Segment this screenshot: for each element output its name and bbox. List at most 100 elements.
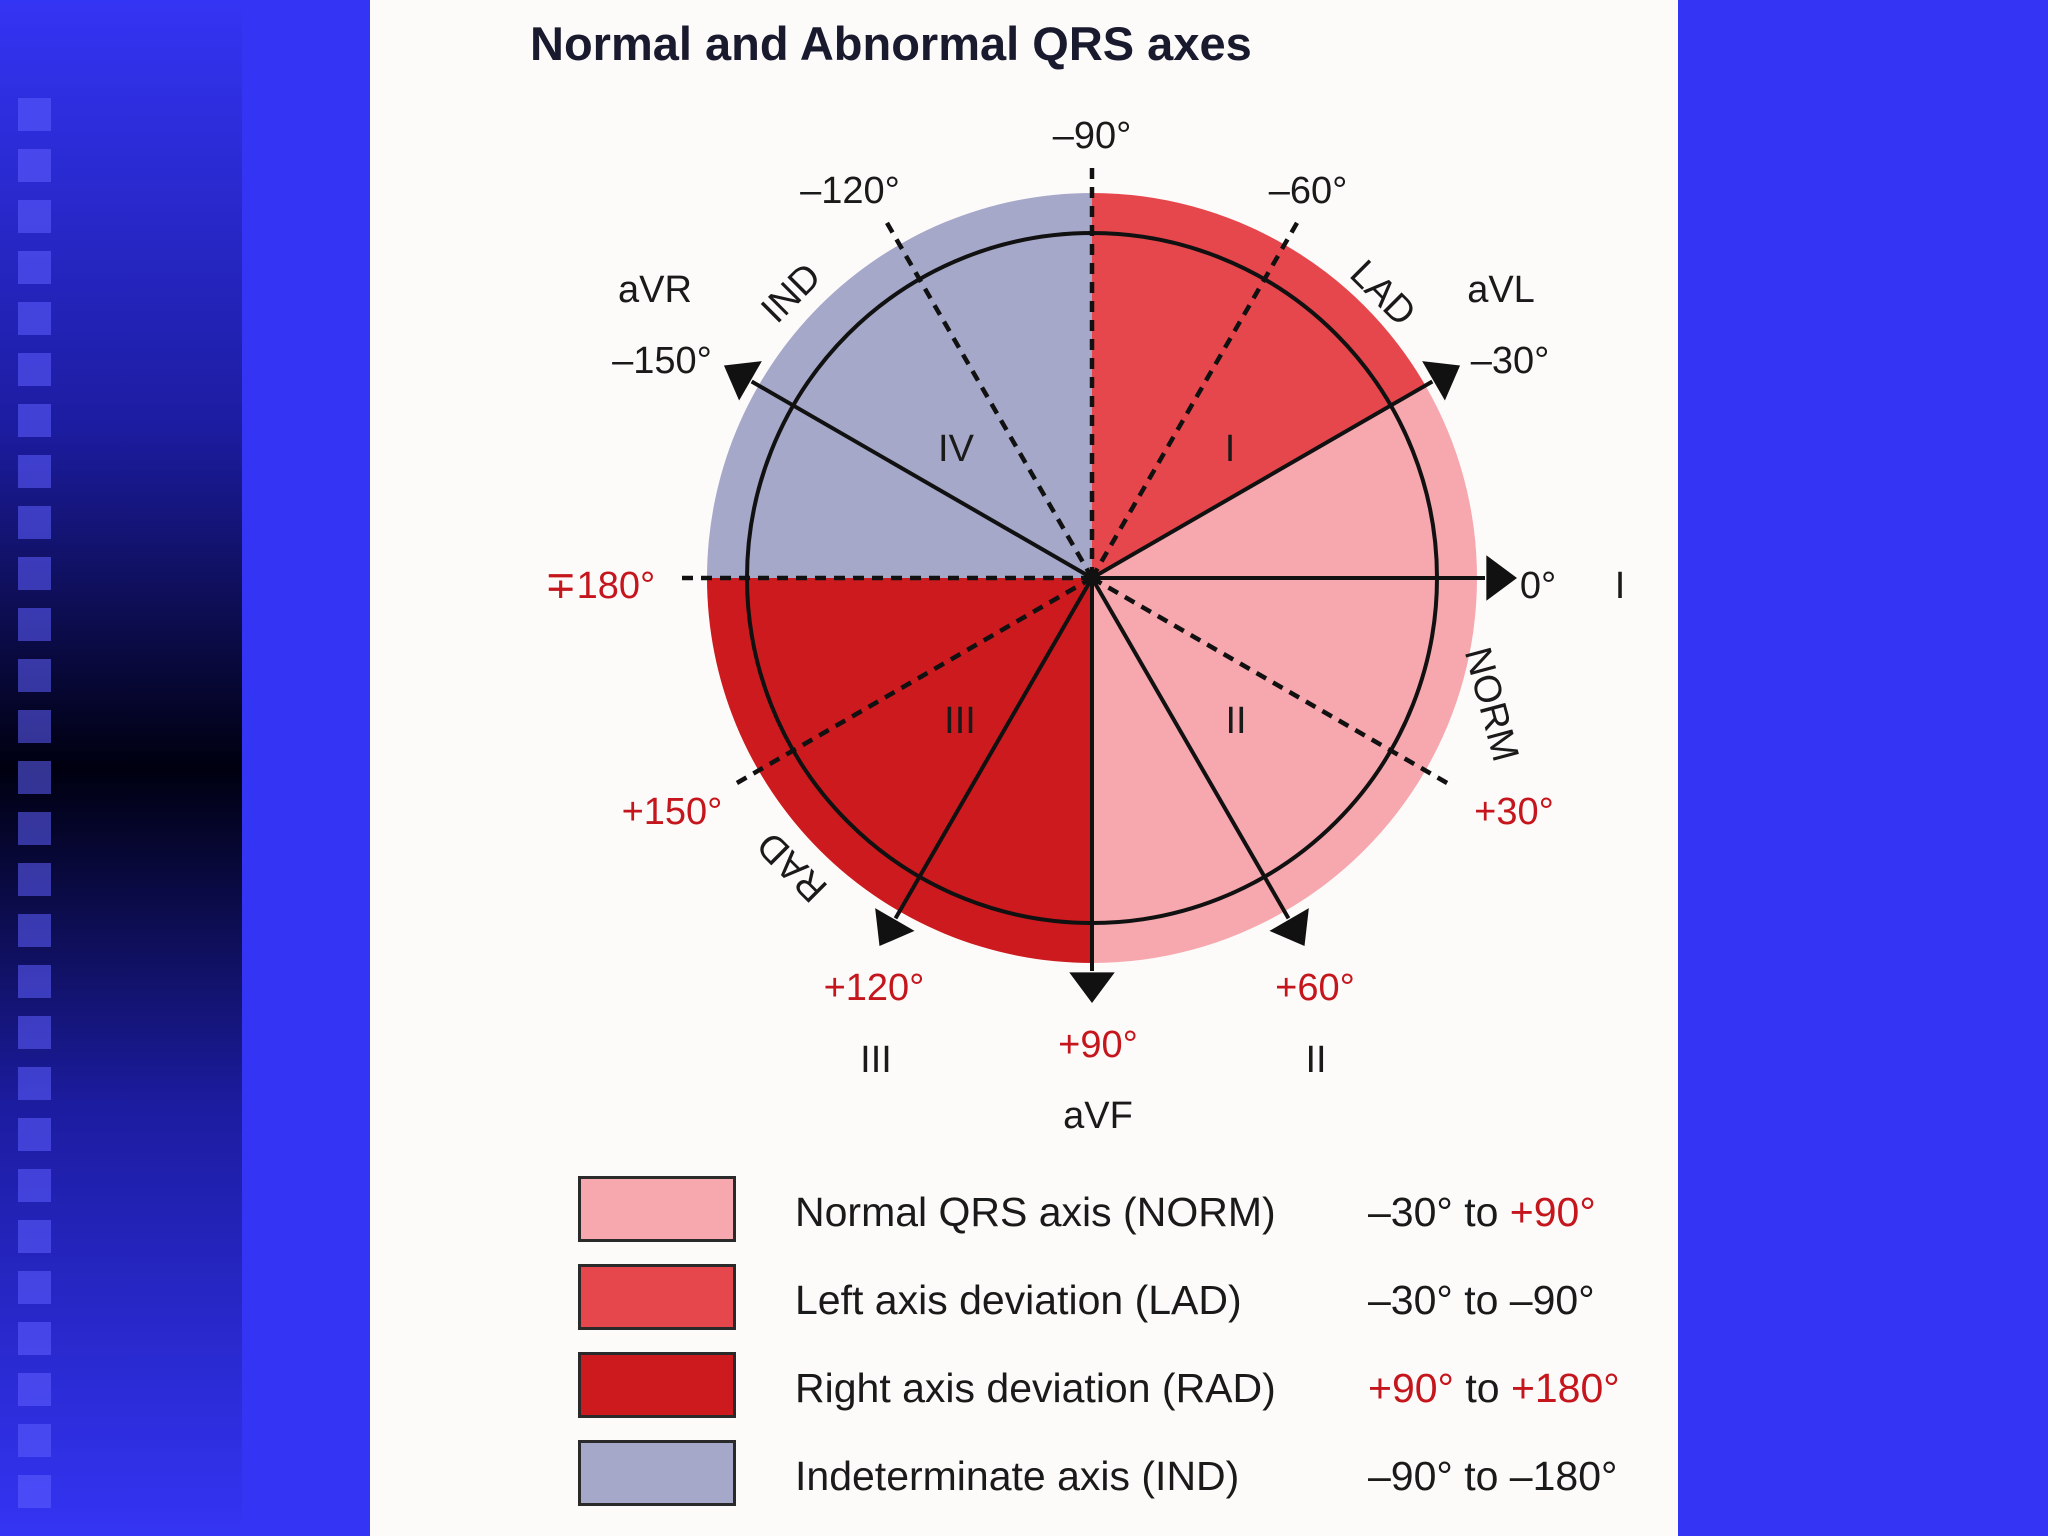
label-minus-60: –60° (1269, 170, 1348, 212)
arrow-head-icon (723, 361, 762, 401)
quadrant-label-iii: III (944, 700, 976, 742)
legend-range-lad: –30° to –90° (1368, 1280, 1595, 1321)
lead-avl: aVL (1467, 269, 1535, 311)
sector-norm (1092, 385, 1477, 963)
legend-range-end: +180° (1510, 1365, 1620, 1411)
legend-swatch-ind (578, 1440, 736, 1506)
decorative-square (18, 455, 51, 488)
axis-sectors (707, 193, 1477, 963)
decorative-square (18, 200, 51, 233)
legend-range-end: +90° (1509, 1189, 1596, 1235)
decorative-square (18, 863, 51, 896)
decorative-square (18, 149, 51, 182)
quadrant-label-iv: IV (938, 428, 975, 470)
decorative-square (18, 1475, 51, 1508)
label-plus-90: +90° (1058, 1024, 1138, 1066)
legend-range-start: +90° (1368, 1365, 1454, 1411)
label-plus-150: +150° (622, 791, 723, 833)
decorative-square (18, 1118, 51, 1151)
region-label-norm: NORM (1456, 643, 1527, 766)
lead-avf: aVF (1063, 1095, 1133, 1137)
legend-range-start: –30° (1368, 1277, 1453, 1323)
arrow-head-icon (1069, 972, 1115, 1003)
legend-label-norm: Normal QRS axis (NORM) (795, 1189, 1276, 1235)
decorative-square (18, 914, 51, 947)
lead-ii: II (1305, 1039, 1326, 1081)
decorative-square (18, 761, 51, 794)
legend-range-norm: –30° to +90° (1368, 1192, 1596, 1233)
legend-range-to: to (1452, 1277, 1510, 1323)
lead-i: I (1615, 565, 1626, 607)
decorative-square (18, 1016, 51, 1049)
decorative-square (18, 302, 51, 335)
dashed-axis-line (1090, 576, 1453, 788)
decorative-square (18, 98, 51, 131)
label-minus-90: –90° (1053, 115, 1132, 157)
decorative-square (18, 353, 51, 386)
legend-range-start: –30° (1368, 1189, 1453, 1235)
legend-label-lad: Left axis deviation (LAD) (795, 1277, 1242, 1323)
center-point (1085, 571, 1099, 585)
sector-lad (1092, 193, 1426, 578)
label-0: 0° (1520, 565, 1556, 607)
decorative-square (18, 1424, 51, 1457)
decorative-square (18, 251, 51, 284)
decorative-square (18, 1169, 51, 1202)
legend-swatch-rad (578, 1352, 736, 1418)
lead-axis-line (1090, 576, 1291, 920)
label-minus-120: –120° (800, 170, 900, 212)
quadrant-label-ii: II (1225, 700, 1246, 742)
label-plus-120: +120° (824, 967, 925, 1009)
decorative-square (18, 812, 51, 845)
sector-rad (707, 578, 1092, 963)
arrow-head-icon (1422, 361, 1461, 401)
decorative-square (18, 1067, 51, 1100)
legend-range-to: to (1452, 1453, 1510, 1499)
dashed-axis-line (1090, 217, 1302, 580)
lead-axis-line (1091, 379, 1434, 580)
sector-ind (707, 193, 1092, 578)
slide-content: Normal and Abnormal QRS axes –90° –120° … (370, 0, 1678, 1536)
decorative-square (18, 1220, 51, 1253)
lead-avr: aVR (618, 269, 692, 311)
decorative-square (18, 659, 51, 692)
label-minus-30: –30° (1471, 340, 1550, 382)
legend-range-to: to (1453, 1365, 1511, 1411)
legend-range-start: –90° (1368, 1453, 1453, 1499)
lead-axis-line (750, 379, 1093, 580)
decorative-square (18, 608, 51, 641)
quadrant-label-i: I (1225, 428, 1236, 470)
dashed-axis-line (731, 576, 1094, 788)
legend-range-end: –180° (1509, 1453, 1618, 1499)
legend-label-rad: Right axis deviation (RAD) (795, 1365, 1276, 1411)
axis-lines (677, 163, 1517, 1003)
label-minus-150: –150° (612, 340, 712, 382)
arrow-head-icon (1269, 908, 1309, 947)
qrs-axis-diagram: Normal and Abnormal QRS axes –90° –120° … (530, 17, 1626, 1137)
legend-range-ind: –90° to –180° (1368, 1456, 1617, 1497)
decorative-square (18, 1373, 51, 1406)
legend-swatch-norm (578, 1176, 736, 1242)
diagram-title: Normal and Abnormal QRS axes (530, 17, 1252, 70)
legend-range-end: –90° (1509, 1277, 1595, 1323)
label-plus-30: +30° (1474, 791, 1554, 833)
lead-iii: III (860, 1039, 892, 1081)
decorative-square (18, 1271, 51, 1304)
decorative-square (18, 710, 51, 743)
arrow-head-icon (875, 908, 915, 947)
legend-range-rad: +90° to +180° (1368, 1368, 1620, 1409)
left-decorative-bar (0, 0, 242, 1536)
dashed-axis-line (882, 217, 1094, 580)
legend-swatch-lad (578, 1264, 736, 1330)
label-plus-60: +60° (1275, 967, 1355, 1009)
decorative-square (18, 965, 51, 998)
label-plus-minus-180: ∓180° (545, 565, 655, 607)
decorative-square (18, 1322, 51, 1355)
lead-axis-line (893, 576, 1094, 920)
decorative-square (18, 506, 51, 539)
decorative-square (18, 404, 51, 437)
legend-range-to: to (1452, 1189, 1510, 1235)
decorative-square (18, 557, 51, 590)
legend-label-ind: Indeterminate axis (IND) (795, 1453, 1240, 1499)
arrow-head-icon (1486, 555, 1517, 601)
